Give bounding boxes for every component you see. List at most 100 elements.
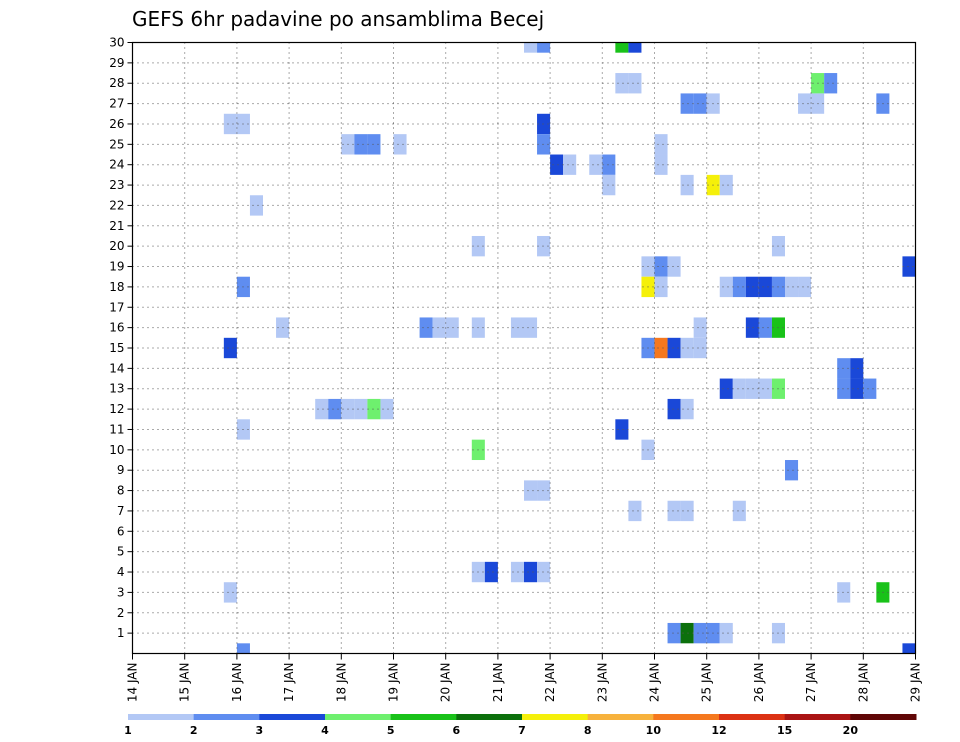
precip-cell xyxy=(654,256,668,277)
colorbar-label: 1 xyxy=(124,724,132,737)
precip-cell xyxy=(719,378,733,399)
colorbar-swatch xyxy=(325,714,392,720)
x-tick-label: 21 JAN xyxy=(491,663,505,703)
x-tick-label: 24 JAN xyxy=(648,663,662,703)
precip-cell xyxy=(510,561,524,583)
colorbar-swatch xyxy=(259,714,326,720)
precip-cell xyxy=(367,398,381,420)
colorbar-swatch xyxy=(456,714,523,720)
precip-cell xyxy=(667,337,681,359)
precip-cell xyxy=(693,337,707,359)
precip-cell xyxy=(758,317,772,338)
y-tick-label: 30 xyxy=(109,36,124,50)
precip-cell xyxy=(719,174,733,196)
y-tick-label: 24 xyxy=(109,158,124,172)
y-tick-label: 9 xyxy=(117,463,125,477)
precip-cell xyxy=(249,195,263,216)
precip-cell xyxy=(537,235,551,257)
colorbar-swatch xyxy=(587,714,654,720)
colorbar-label: 12 xyxy=(711,724,726,737)
colorbar-swatch xyxy=(390,714,457,720)
precip-cell xyxy=(380,398,394,420)
y-tick-label: 28 xyxy=(109,76,124,90)
y-tick-label: 19 xyxy=(109,260,124,274)
y-tick-label: 14 xyxy=(109,361,124,375)
y-tick-label: 8 xyxy=(117,484,125,498)
precip-cell xyxy=(654,154,668,175)
precip-cell xyxy=(837,358,851,379)
precip-cell xyxy=(902,643,916,654)
x-tick-label: 14 JAN xyxy=(126,663,140,703)
precip-cell xyxy=(223,337,237,359)
precip-cell xyxy=(602,154,616,175)
precip-cell xyxy=(745,276,759,298)
precip-cell xyxy=(537,480,551,501)
precip-cell xyxy=(680,337,694,359)
chart-title: GEFS 6hr padavine po ansamblima Becej xyxy=(132,7,544,31)
y-tick-label: 11 xyxy=(109,422,124,436)
precip-cell xyxy=(602,174,616,196)
precip-cell xyxy=(524,317,538,338)
y-tick-label: 22 xyxy=(109,198,124,212)
y-tick-label: 23 xyxy=(109,178,124,192)
precip-cell xyxy=(758,378,772,399)
grid-lines xyxy=(132,42,916,654)
colorbar-swatch xyxy=(193,714,260,720)
colorbar-label: 8 xyxy=(584,724,592,737)
y-tick-label: 27 xyxy=(109,97,124,111)
colorbar-swatch xyxy=(128,714,195,720)
precip-cell xyxy=(680,622,694,644)
x-tick-label: 28 JAN xyxy=(856,663,870,703)
precip-cell xyxy=(510,317,524,338)
precip-cell xyxy=(719,276,733,298)
precip-cell xyxy=(902,256,916,277)
precip-cell xyxy=(850,378,864,399)
precip-cell xyxy=(693,622,707,644)
precip-cell xyxy=(837,378,851,399)
x-tick-label: 23 JAN xyxy=(595,663,609,703)
y-tick-label: 12 xyxy=(109,402,124,416)
precip-cell xyxy=(615,419,629,440)
colorbar-swatch xyxy=(850,714,917,720)
precip-cell xyxy=(745,317,759,338)
precip-cell xyxy=(354,134,368,155)
precip-cell xyxy=(432,317,446,338)
y-axis: 1234567891011121314151617181920212223242… xyxy=(109,36,133,640)
precip-cell xyxy=(615,73,629,94)
x-tick-label: 27 JAN xyxy=(804,663,818,703)
x-tick-label: 25 JAN xyxy=(700,663,714,703)
precip-cell xyxy=(798,276,812,298)
x-tick-label: 26 JAN xyxy=(752,663,766,703)
precip-cell xyxy=(785,460,799,481)
precip-cell xyxy=(732,500,746,522)
precip-cell xyxy=(758,276,772,298)
colorbar-label: 5 xyxy=(387,724,395,737)
precip-cell xyxy=(680,93,694,114)
y-tick-label: 17 xyxy=(109,300,124,314)
precip-cell xyxy=(654,337,668,359)
precip-cell xyxy=(798,93,812,114)
colorbar-label: 20 xyxy=(843,724,859,737)
precip-cell xyxy=(550,154,564,175)
colorbar-label: 15 xyxy=(777,724,792,737)
y-tick-label: 29 xyxy=(109,56,124,70)
precip-cell xyxy=(615,42,629,53)
x-tick-label: 16 JAN xyxy=(230,663,244,703)
precip-cell xyxy=(654,134,668,155)
precip-cell xyxy=(667,398,681,420)
precip-cell xyxy=(693,93,707,114)
x-tick-label: 19 JAN xyxy=(387,663,401,703)
x-tick-label: 22 JAN xyxy=(543,663,557,703)
x-tick-label: 15 JAN xyxy=(178,663,192,703)
precip-cell xyxy=(419,317,433,338)
y-tick-label: 16 xyxy=(109,321,124,335)
precip-cell xyxy=(628,42,642,53)
precip-cell xyxy=(354,398,368,420)
precip-cell xyxy=(537,113,551,135)
y-tick-label: 2 xyxy=(117,606,125,620)
precipitation-cells xyxy=(223,42,916,654)
colorbar-label: 4 xyxy=(321,724,329,737)
y-tick-label: 20 xyxy=(109,239,124,253)
y-tick-label: 6 xyxy=(117,524,125,538)
